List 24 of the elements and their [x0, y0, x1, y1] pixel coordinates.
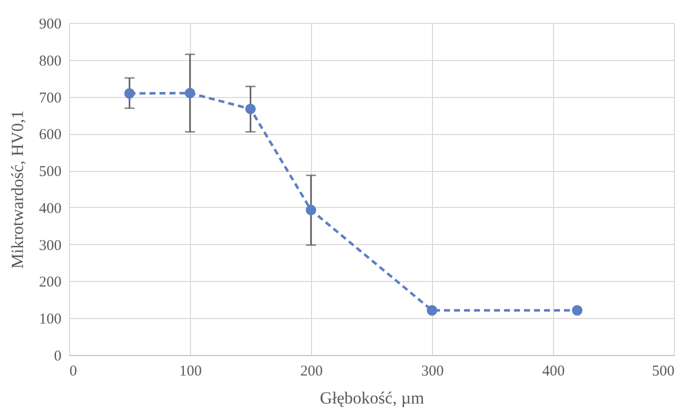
y-tick-label: 100 — [39, 312, 62, 328]
point — [572, 305, 582, 316]
y-tick-label: 700 — [39, 90, 62, 106]
y-tick-label: 600 — [39, 127, 62, 144]
x-tick-label: 200 — [300, 364, 323, 380]
y-tick-label: 900 — [39, 16, 62, 32]
y-axis-title: Mikrotwardość, HV0,1 — [8, 110, 27, 269]
point — [124, 88, 135, 99]
y-tick-label: 400 — [39, 200, 62, 217]
y-tick-label: 0 — [54, 348, 62, 364]
x-axis-title: Głębokość, µm — [320, 388, 424, 408]
point — [306, 204, 316, 216]
x-tick-label: 0 — [70, 364, 77, 380]
x-tick-label: 100 — [179, 364, 202, 380]
point — [426, 305, 438, 316]
x-tick-label: 300 — [421, 364, 444, 380]
y-tick-label: 500 — [39, 164, 62, 180]
y-tick-label: 200 — [39, 274, 62, 291]
x-tick-label: 400 — [542, 364, 565, 380]
point — [245, 104, 256, 114]
y-tick-label: 300 — [39, 238, 62, 254]
x-tick-label: 500 — [652, 364, 674, 380]
point — [184, 88, 196, 98]
y-tick-label: 800 — [39, 53, 62, 70]
